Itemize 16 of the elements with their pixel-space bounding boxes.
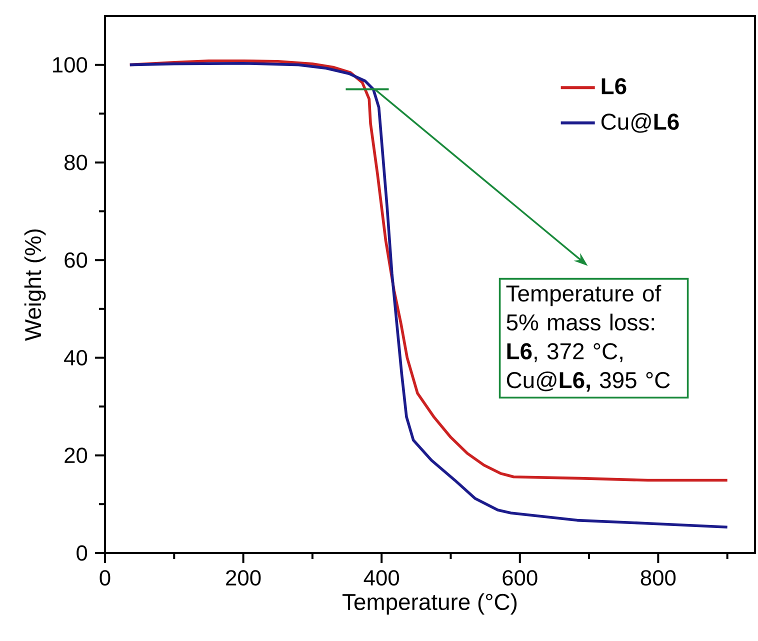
x-tick-label: 200 [226,570,261,586]
x-axis-title: Temperature (°C) [342,593,517,615]
x-tick-label: 600 [502,570,538,586]
y-axis-title: Weight (%) [24,229,46,341]
y-tick-label: 40 [64,350,88,366]
y-tick-label: 0 [76,545,88,561]
legend-label: L6 [602,78,626,94]
y-tick-label: 80 [64,154,88,170]
legend-label: Cu@L6 [601,113,679,133]
x-tick-label: 400 [364,570,399,586]
y-tick-label: 60 [64,252,88,268]
y-tick-label: 20 [64,448,88,464]
x-tick-label: 800 [640,570,676,586]
y-tick-label: 100 [53,57,88,73]
annotation: Temperature of 5% mass loss: L6, 372 °C, Cu@L6, 395 °C [506,284,670,392]
x-tick-label: 0 [100,570,110,586]
